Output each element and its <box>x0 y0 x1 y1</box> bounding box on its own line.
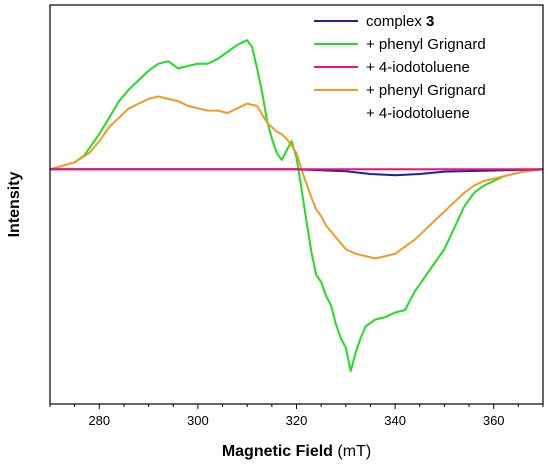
x-axis-ticks: 280 300 320 340 360 <box>49 404 544 428</box>
plot-area <box>49 39 544 373</box>
series-line-phenyl-grignard-4-iodotoluene <box>49 95 544 260</box>
legend-label: + phenyl Grignard <box>366 82 486 99</box>
x-tick-label: 360 <box>483 413 505 428</box>
x-tick-label: 280 <box>88 413 110 428</box>
x-axis-title-unit: (mT) <box>337 443 371 460</box>
x-tick-label: 320 <box>286 413 308 428</box>
x-axis-title: Magnetic Field (mT) <box>222 443 371 460</box>
legend-label-line2: + 4-iodotoluene <box>366 105 470 122</box>
series-line-phenyl-grignard <box>49 39 544 373</box>
x-axis-title-main: Magnetic Field <box>222 443 333 460</box>
legend-label: + 4-iodotoluene <box>366 59 470 76</box>
y-axis-title: Intensity <box>6 172 23 238</box>
legend: complex 3 + phenyl Grignard + 4-iodotoluen… <box>314 13 486 122</box>
legend-label: + phenyl Grignard <box>366 36 486 53</box>
x-tick-label: 300 <box>187 413 209 428</box>
x-tick-label: 340 <box>384 413 406 428</box>
legend-label: complex 3 <box>366 13 434 30</box>
